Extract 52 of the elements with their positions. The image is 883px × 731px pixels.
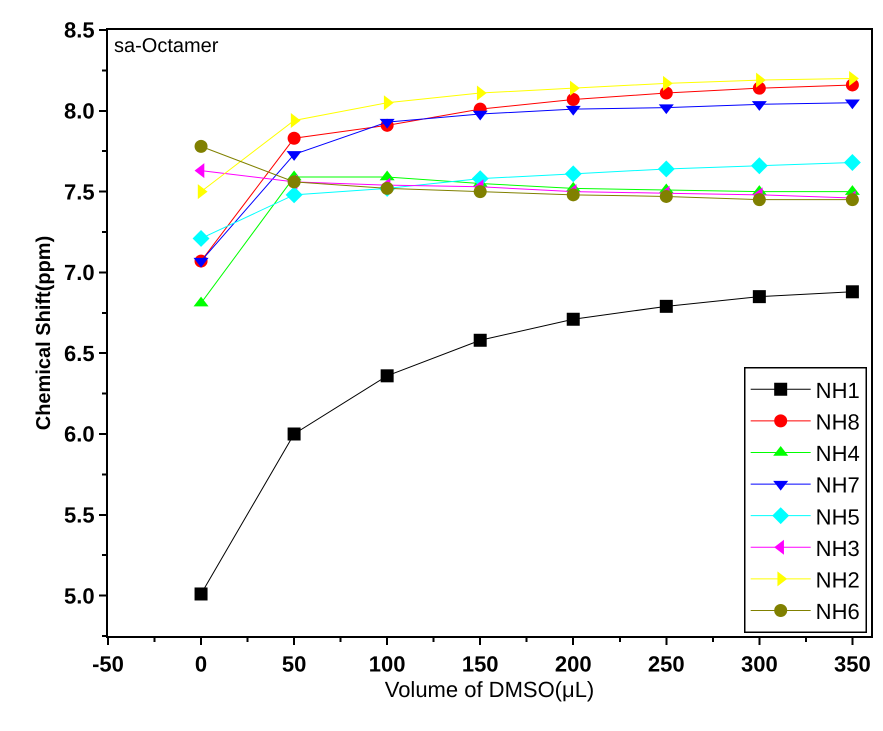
y-tick-label: 7.5 xyxy=(64,179,95,204)
point xyxy=(566,188,580,202)
x-tick-label: 0 xyxy=(194,651,208,676)
x-tick-label: -50 xyxy=(92,651,124,676)
legend-label: NH4 xyxy=(816,441,860,466)
point xyxy=(380,369,394,382)
point xyxy=(846,193,859,206)
y-tick-label: 5.5 xyxy=(64,502,95,528)
point xyxy=(288,428,301,440)
point xyxy=(288,175,301,188)
point xyxy=(286,186,303,204)
point xyxy=(660,300,673,313)
point xyxy=(194,587,208,600)
point xyxy=(752,290,766,304)
y-tick-label: 8.0 xyxy=(64,98,95,124)
legend-label: NH8 xyxy=(816,409,860,434)
point xyxy=(660,86,673,100)
y-tick-label: 8.5 xyxy=(64,18,95,43)
legend-label: NH6 xyxy=(816,599,860,624)
annotation: sa-Octamer xyxy=(114,35,219,57)
legend-label: NH2 xyxy=(816,567,860,592)
x-tick-label: 200 xyxy=(554,651,592,676)
point xyxy=(474,185,487,198)
x-tick-label: 150 xyxy=(462,651,499,676)
point xyxy=(846,285,859,298)
y-tick-label: 6.5 xyxy=(64,340,95,366)
point xyxy=(192,230,210,247)
point xyxy=(844,154,861,171)
point xyxy=(658,160,675,178)
legend-label: NH7 xyxy=(816,472,860,498)
x-tick-label: 250 xyxy=(648,651,685,676)
x-tick-label: 100 xyxy=(368,651,406,676)
y-tick-label: 7.0 xyxy=(64,260,95,286)
y-tick-label: 5.0 xyxy=(64,583,95,608)
legend-label: NH3 xyxy=(816,536,860,561)
x-tick-label: 350 xyxy=(834,651,871,676)
y-tick-label: 6.0 xyxy=(64,422,95,447)
point xyxy=(660,190,673,203)
point xyxy=(566,312,580,326)
x-axis-title: Volume of DMSO(μL) xyxy=(384,676,594,702)
point xyxy=(566,92,580,106)
point xyxy=(288,132,301,145)
point xyxy=(564,165,582,182)
legend-label: NH1 xyxy=(816,378,860,403)
point xyxy=(750,157,768,174)
x-tick-label: 50 xyxy=(282,651,306,676)
y-axis-title: Chemical Shift(ppm) xyxy=(33,236,56,430)
x-tick-label: 300 xyxy=(740,651,778,676)
legend-label: NH5 xyxy=(816,504,860,530)
point xyxy=(752,193,766,206)
point xyxy=(194,140,208,153)
point xyxy=(474,334,487,347)
